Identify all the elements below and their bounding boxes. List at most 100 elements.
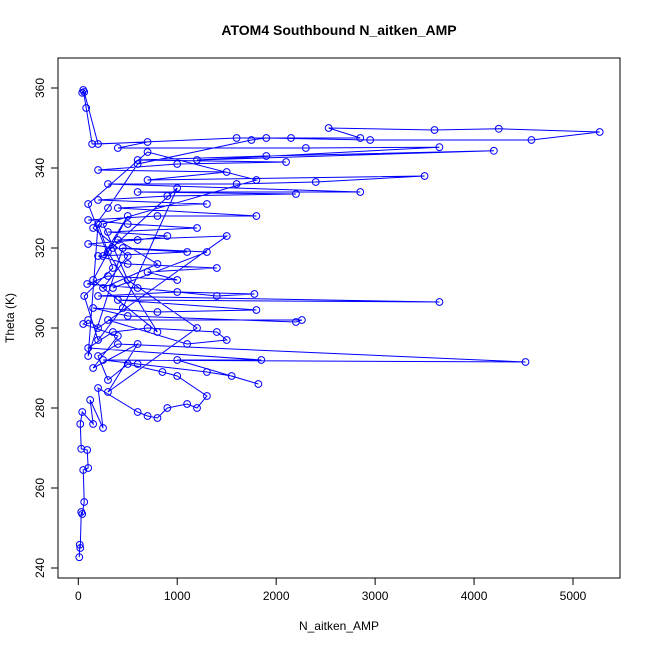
data-point [595, 128, 604, 136]
data-point [76, 420, 85, 428]
data-point [287, 134, 295, 142]
data-point [99, 284, 107, 292]
data-point [133, 284, 142, 292]
data-point [203, 248, 211, 256]
data-point [80, 498, 89, 506]
data-point [82, 104, 91, 112]
data-point [232, 180, 241, 188]
data-point [252, 176, 261, 184]
x-axis-label: N_aitken_AMP [299, 619, 379, 633]
data-point [163, 404, 172, 412]
data-point [89, 276, 98, 284]
data-point [356, 188, 365, 196]
x-tick-label: 1000 [164, 589, 191, 603]
data-point [153, 212, 162, 220]
data-point [94, 252, 102, 260]
data-point [94, 166, 102, 174]
data-point [84, 240, 93, 248]
data-point [118, 244, 127, 252]
data-point [89, 364, 98, 372]
data-point [113, 236, 122, 244]
data-point [183, 400, 192, 408]
data-point [123, 212, 132, 220]
data-point [79, 466, 88, 474]
data-point [301, 144, 310, 152]
data-point [99, 220, 107, 228]
data-point [77, 444, 86, 453]
data-point [143, 138, 152, 146]
data-point [94, 336, 102, 344]
data-point [89, 420, 98, 428]
data-point [324, 124, 333, 132]
data-point [109, 264, 117, 272]
data-point [113, 204, 122, 212]
data-point [104, 376, 112, 384]
y-tick-label: 280 [33, 398, 47, 418]
data-point [99, 252, 107, 260]
data-point [163, 232, 172, 240]
data-point [212, 328, 221, 336]
data-point [252, 212, 261, 220]
chart-title: ATOM4 Southbound N_aitken_AMP [221, 22, 456, 38]
data-point [94, 220, 102, 228]
data-point [257, 356, 266, 364]
data-point [153, 260, 162, 268]
data-point [133, 156, 142, 164]
data-point [113, 296, 122, 304]
data-point [99, 424, 107, 432]
data-point [494, 124, 503, 133]
data-point [84, 200, 93, 208]
data-point [94, 140, 102, 148]
data-point [86, 396, 95, 404]
data-point [254, 380, 263, 388]
data-point [420, 172, 429, 180]
data-point [109, 284, 117, 292]
data-point [435, 298, 444, 306]
y-tick-label: 240 [33, 558, 47, 578]
data-point [123, 312, 132, 320]
data-point [78, 510, 87, 518]
data-point [430, 126, 439, 134]
data-point [79, 320, 88, 328]
data-point [83, 446, 92, 454]
data-point [232, 134, 241, 142]
data-point [292, 318, 300, 326]
data-point [143, 412, 152, 420]
data-point [113, 332, 122, 340]
data-point [143, 148, 152, 156]
data-point [84, 464, 93, 472]
data-point [366, 136, 375, 144]
data-point [80, 292, 89, 300]
data-point [123, 260, 132, 268]
y-tick-label: 340 [33, 158, 47, 178]
data-point [203, 392, 211, 400]
data-point [104, 204, 112, 212]
data-point [311, 178, 320, 186]
data-point [104, 388, 112, 396]
data-point [527, 136, 536, 144]
data-point [222, 336, 231, 344]
data-point [84, 316, 93, 324]
data-point [118, 304, 127, 312]
x-tick-label: 2000 [263, 589, 290, 603]
data-point [193, 324, 201, 332]
data-point [435, 143, 444, 152]
data-point [193, 224, 201, 232]
data-point [222, 232, 231, 240]
data-point [123, 220, 132, 228]
data-point [123, 252, 132, 260]
data-point [94, 324, 102, 332]
data-point [84, 216, 93, 224]
data-point [153, 414, 162, 422]
data-point [143, 176, 152, 184]
data-point [262, 134, 271, 142]
data-point [75, 540, 84, 549]
data-point [133, 188, 142, 196]
data-point [183, 248, 192, 256]
data-point [76, 544, 85, 552]
data-point [143, 268, 152, 276]
x-tick-label: 0 [75, 589, 82, 603]
data-point [104, 228, 112, 236]
